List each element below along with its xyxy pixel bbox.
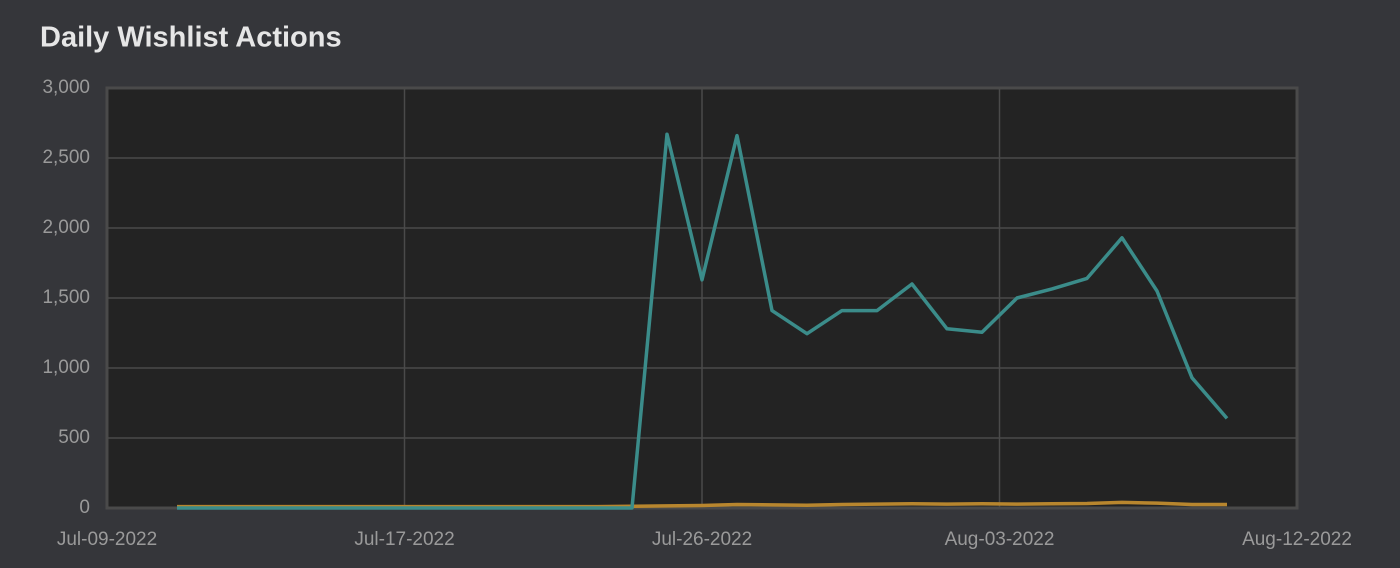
x-tick-label: Aug-12-2022: [1242, 529, 1352, 550]
y-tick-label: 2,500: [42, 147, 90, 168]
y-tick-label: 1,500: [42, 287, 90, 308]
y-tick-label: 2,000: [42, 217, 90, 238]
y-tick-label: 500: [58, 427, 90, 448]
x-tick-label: Jul-26-2022: [652, 529, 752, 550]
y-tick-label: 0: [79, 497, 90, 518]
chart-title: Daily Wishlist Actions: [40, 22, 342, 54]
x-tick-label: Jul-17-2022: [354, 529, 454, 550]
y-tick-label: 1,000: [42, 357, 90, 378]
x-tick-label: Jul-09-2022: [57, 529, 157, 550]
series-line: [177, 132, 1229, 510]
y-tick-label: 3,000: [42, 77, 90, 98]
x-tick-label: Aug-03-2022: [945, 529, 1055, 550]
